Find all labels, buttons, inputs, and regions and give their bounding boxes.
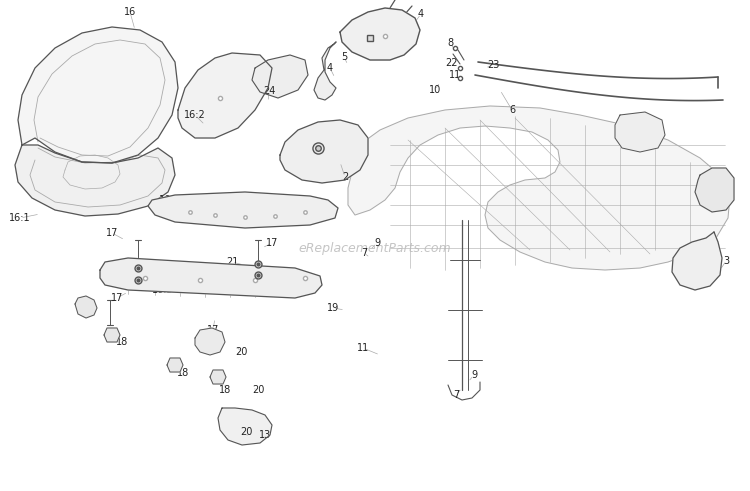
Text: 16:2: 16:2 — [184, 110, 206, 120]
Polygon shape — [615, 112, 665, 152]
Polygon shape — [340, 8, 420, 60]
Text: 8: 8 — [447, 38, 453, 48]
Text: 4: 4 — [327, 63, 333, 73]
Polygon shape — [178, 53, 272, 138]
Text: 16:3: 16:3 — [152, 285, 174, 295]
Text: 9: 9 — [471, 370, 477, 380]
Polygon shape — [252, 55, 308, 98]
Text: 13: 13 — [259, 430, 272, 440]
Text: 15: 15 — [211, 337, 224, 347]
Text: 11: 11 — [357, 343, 369, 353]
Text: 7: 7 — [453, 390, 459, 400]
Text: 19: 19 — [327, 303, 339, 313]
Text: 5:2: 5:2 — [368, 23, 384, 33]
Text: eReplacementParts.com: eReplacementParts.com — [298, 242, 452, 254]
Text: 17: 17 — [111, 293, 123, 303]
Polygon shape — [167, 358, 183, 372]
Polygon shape — [672, 232, 722, 290]
Polygon shape — [18, 27, 178, 163]
Text: 16:1: 16:1 — [9, 213, 31, 223]
Text: 22: 22 — [446, 58, 458, 68]
Polygon shape — [280, 120, 368, 183]
Text: 25: 25 — [348, 25, 360, 35]
Text: 7: 7 — [361, 248, 368, 258]
Polygon shape — [100, 258, 322, 298]
Text: 12: 12 — [78, 303, 90, 313]
Text: 14: 14 — [118, 277, 131, 287]
Text: 1: 1 — [389, 13, 395, 23]
Text: 20: 20 — [235, 347, 248, 357]
Polygon shape — [148, 192, 338, 228]
Polygon shape — [75, 296, 97, 318]
Polygon shape — [15, 145, 175, 216]
Text: 21: 21 — [114, 265, 126, 275]
Text: 17: 17 — [207, 325, 219, 335]
Text: 16: 16 — [124, 7, 136, 17]
Text: 20: 20 — [240, 427, 252, 437]
Text: 2: 2 — [342, 172, 348, 182]
Polygon shape — [210, 370, 226, 384]
Text: 20: 20 — [252, 385, 264, 395]
Polygon shape — [218, 408, 272, 445]
Text: 6: 6 — [509, 105, 515, 115]
Text: 18: 18 — [116, 337, 128, 347]
Polygon shape — [695, 168, 734, 212]
Text: 17: 17 — [106, 228, 118, 238]
Polygon shape — [314, 42, 336, 100]
Text: 14: 14 — [234, 269, 246, 279]
Text: 23: 23 — [487, 60, 500, 70]
Text: 3: 3 — [723, 256, 729, 266]
Polygon shape — [195, 328, 225, 355]
Text: 17: 17 — [266, 238, 278, 248]
Text: 16:4: 16:4 — [159, 195, 181, 205]
Text: 11: 11 — [448, 70, 461, 80]
Text: 10: 10 — [429, 85, 441, 95]
Text: 24: 24 — [262, 86, 275, 96]
Text: 5: 5 — [340, 52, 347, 62]
Text: 18: 18 — [177, 368, 189, 378]
Polygon shape — [104, 328, 120, 342]
Text: 18: 18 — [219, 385, 231, 395]
Text: 21: 21 — [226, 257, 238, 267]
Text: 9: 9 — [374, 238, 380, 248]
Polygon shape — [348, 106, 730, 270]
Text: 4: 4 — [418, 9, 424, 19]
